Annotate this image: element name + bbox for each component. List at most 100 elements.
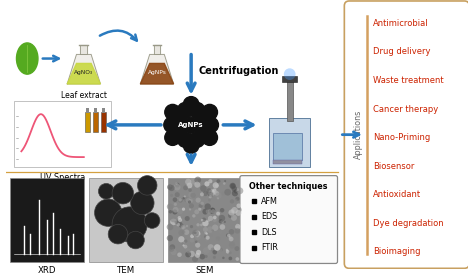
Circle shape xyxy=(237,187,243,194)
Circle shape xyxy=(230,209,235,213)
Circle shape xyxy=(284,68,296,80)
Circle shape xyxy=(206,236,210,240)
Circle shape xyxy=(127,231,144,249)
Circle shape xyxy=(209,208,215,214)
Circle shape xyxy=(199,204,203,208)
Circle shape xyxy=(234,189,238,193)
Text: UV Spectra: UV Spectra xyxy=(40,173,85,182)
Text: Antimicrobial: Antimicrobial xyxy=(373,19,428,28)
Circle shape xyxy=(215,184,219,187)
Circle shape xyxy=(195,253,200,258)
Circle shape xyxy=(229,236,232,239)
Circle shape xyxy=(194,232,197,234)
Circle shape xyxy=(226,250,229,254)
Circle shape xyxy=(190,225,193,228)
Circle shape xyxy=(210,248,215,252)
Circle shape xyxy=(189,199,193,203)
Circle shape xyxy=(229,237,234,241)
Text: FTIR: FTIR xyxy=(261,243,278,252)
Circle shape xyxy=(189,203,194,209)
Circle shape xyxy=(209,189,215,196)
Circle shape xyxy=(235,190,237,192)
Circle shape xyxy=(213,238,219,243)
Text: DLS: DLS xyxy=(261,228,277,237)
Circle shape xyxy=(211,229,213,232)
Circle shape xyxy=(202,209,208,214)
Circle shape xyxy=(192,230,199,237)
Circle shape xyxy=(192,214,196,217)
Bar xyxy=(102,108,105,113)
Circle shape xyxy=(173,207,179,213)
Circle shape xyxy=(236,257,239,261)
Circle shape xyxy=(177,102,193,118)
Circle shape xyxy=(202,104,218,120)
Text: Other techniques: Other techniques xyxy=(249,182,328,191)
Circle shape xyxy=(99,184,114,199)
Circle shape xyxy=(236,224,238,226)
Circle shape xyxy=(183,241,185,243)
Text: Drug delivery: Drug delivery xyxy=(373,47,430,57)
Circle shape xyxy=(206,208,211,214)
Circle shape xyxy=(170,219,177,225)
Circle shape xyxy=(192,256,198,262)
Circle shape xyxy=(173,197,177,202)
Circle shape xyxy=(201,202,204,205)
Circle shape xyxy=(189,102,205,118)
Text: AFM: AFM xyxy=(261,197,278,206)
Circle shape xyxy=(171,217,176,222)
Circle shape xyxy=(183,245,187,249)
Circle shape xyxy=(236,210,241,216)
Circle shape xyxy=(196,198,201,203)
Circle shape xyxy=(219,219,223,224)
Text: AgNO₃: AgNO₃ xyxy=(74,70,93,75)
Circle shape xyxy=(200,192,204,196)
Circle shape xyxy=(172,209,177,214)
Circle shape xyxy=(194,232,196,234)
Circle shape xyxy=(202,220,209,226)
Circle shape xyxy=(205,255,208,258)
Circle shape xyxy=(177,208,183,214)
Circle shape xyxy=(218,222,225,229)
Polygon shape xyxy=(67,54,100,84)
Circle shape xyxy=(184,195,186,198)
Circle shape xyxy=(197,224,201,227)
Circle shape xyxy=(229,241,235,246)
Circle shape xyxy=(224,189,231,196)
Circle shape xyxy=(196,250,201,255)
Circle shape xyxy=(202,217,206,222)
Circle shape xyxy=(144,213,160,228)
Circle shape xyxy=(215,191,219,196)
Bar xyxy=(85,112,90,132)
Circle shape xyxy=(167,184,173,190)
Circle shape xyxy=(182,241,185,245)
Circle shape xyxy=(217,179,220,183)
Circle shape xyxy=(231,215,237,221)
Circle shape xyxy=(209,195,212,198)
Circle shape xyxy=(170,185,172,187)
Circle shape xyxy=(231,207,238,214)
Circle shape xyxy=(195,234,201,240)
Circle shape xyxy=(235,224,241,229)
Circle shape xyxy=(213,248,217,251)
Circle shape xyxy=(174,203,177,206)
Circle shape xyxy=(177,132,193,147)
Circle shape xyxy=(208,216,213,221)
Circle shape xyxy=(208,244,214,250)
Text: EDS: EDS xyxy=(261,212,278,221)
Circle shape xyxy=(219,224,225,230)
Text: Applications: Applications xyxy=(354,110,363,159)
Polygon shape xyxy=(81,45,87,54)
Circle shape xyxy=(167,224,173,230)
Circle shape xyxy=(200,224,203,226)
Circle shape xyxy=(164,117,180,133)
Circle shape xyxy=(165,130,181,145)
Bar xyxy=(282,76,298,82)
Circle shape xyxy=(183,117,199,133)
Circle shape xyxy=(194,182,201,188)
Circle shape xyxy=(213,256,216,259)
Circle shape xyxy=(188,199,192,203)
FancyBboxPatch shape xyxy=(240,176,337,264)
Circle shape xyxy=(176,220,182,226)
Circle shape xyxy=(169,246,174,252)
Circle shape xyxy=(206,251,212,257)
